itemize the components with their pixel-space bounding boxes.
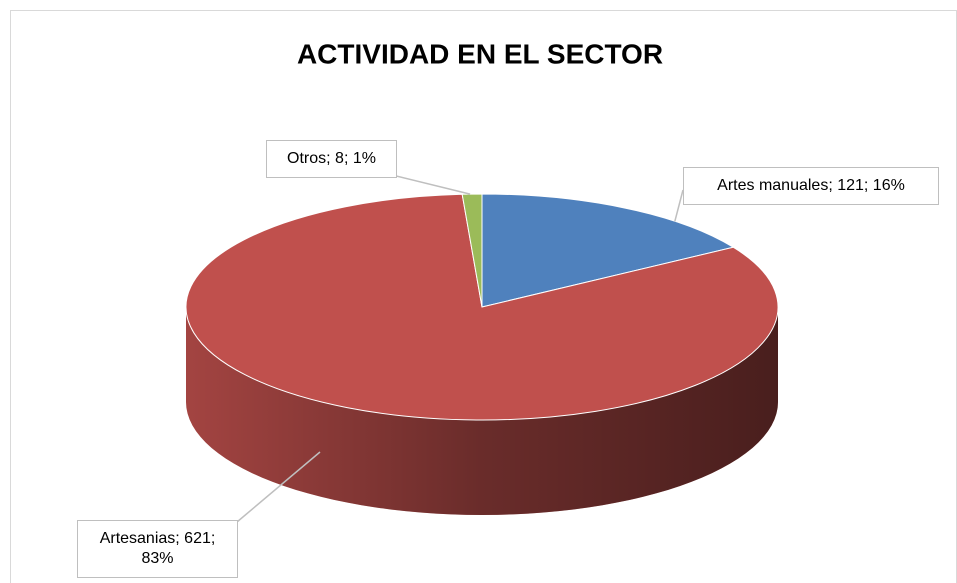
pie-slice [185,193,779,421]
chart-title: ACTIVIDAD EN EL SECTOR [297,38,663,69]
leader-line [674,189,684,222]
pie-slice [461,193,483,308]
pie-slice-side-shade [186,307,778,515]
data-label: Artesanias; 621; 83% [77,520,238,578]
data-label: Artes manuales; 121; 16% [683,167,939,205]
data-label: Otros; 8; 1% [266,140,397,178]
leader-line [236,451,321,523]
pie-slice [481,193,735,308]
